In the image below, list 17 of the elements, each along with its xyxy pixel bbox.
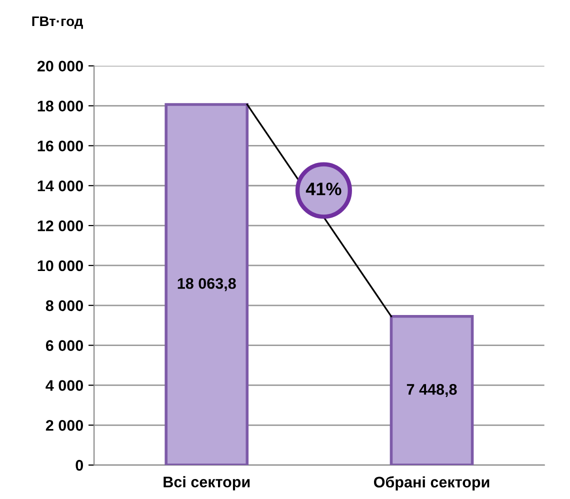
y-tick-label: 16 000 <box>38 140 84 152</box>
y-tick-label: 14 000 <box>38 180 84 192</box>
y-tick-label: 18 000 <box>38 100 84 112</box>
x-tick-label: Обрані сектори <box>374 476 490 491</box>
data-label: 18 063,8 <box>178 278 236 292</box>
y-tick-label: 20 000 <box>37 60 84 72</box>
y-tick-label: 2 000 <box>46 420 84 431</box>
data-label: 7 448,8 <box>406 384 457 398</box>
y-tick-label: 0 <box>76 460 84 471</box>
y-axis-title: ГВт·год <box>32 16 83 29</box>
y-tick-label: 8 000 <box>46 300 84 312</box>
y-tick-label: 10 000 <box>38 260 84 272</box>
y-tick-label: 6 000 <box>46 340 84 351</box>
y-tick-label: 12 000 <box>38 220 84 232</box>
y-tick-label: 4 000 <box>46 380 84 391</box>
annotation: 41% <box>306 182 342 196</box>
x-tick-label: Всі сектори <box>164 476 250 490</box>
